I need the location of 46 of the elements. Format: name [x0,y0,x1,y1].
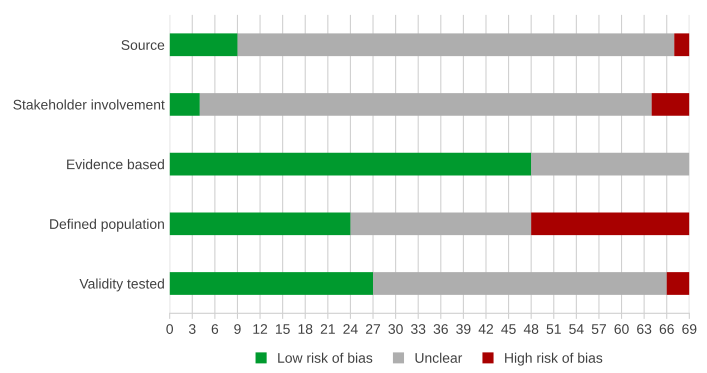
x-tick-label: 12 [253,324,268,334]
x-tick-label: 54 [569,324,584,334]
bar [674,33,690,56]
x-tick-label: 15 [276,324,290,334]
bar [170,152,532,176]
x-tick-label: 6 [212,324,218,334]
x-tick-label: 24 [343,324,358,334]
x-tick-label: 0 [166,324,173,334]
bar [531,152,690,176]
y-tick-label: Validity tested [79,278,164,292]
x-tick-label: 18 [298,324,312,334]
y-tick-label: Stakeholder involvement [13,99,165,110]
x-tick-label: 51 [546,324,561,334]
x-tick-label: 60 [614,324,629,334]
x-tick-label: 63 [637,324,652,334]
x-tick-label: 33 [411,324,426,334]
x-tick-label: 45 [501,324,516,334]
x-tick-label: 48 [524,324,538,334]
y-tick-label: Defined population [50,218,164,232]
bar [170,93,200,116]
bar [373,272,667,295]
bar [170,272,374,295]
x-tick-label: 57 [592,324,606,334]
bar [200,93,652,116]
bar [666,272,690,295]
x-tick-label: 27 [366,324,380,334]
x-tick-label: 30 [388,324,403,334]
bar [350,212,532,236]
x-tick-label: 42 [478,324,494,334]
bar [531,212,690,236]
legend-label: High risk of bias [505,352,602,366]
y-tick-label: Source [121,40,164,50]
x-tick-label: 9 [234,324,241,334]
x-tick-label: 39 [456,324,470,334]
legend-label: Unclear [416,352,462,363]
y-tick-label: Evidence based [67,159,164,170]
bar [652,93,690,116]
bar [170,212,350,236]
legend-label: Low risk of bias [278,352,372,363]
x-tick-label: 3 [188,324,196,334]
x-tick-label: 66 [660,324,674,334]
bar [170,33,238,56]
x-tick-label: 36 [434,324,448,334]
bar [237,33,674,56]
x-tick-label: 69 [682,324,696,334]
x-tick-label: 21 [320,324,335,334]
